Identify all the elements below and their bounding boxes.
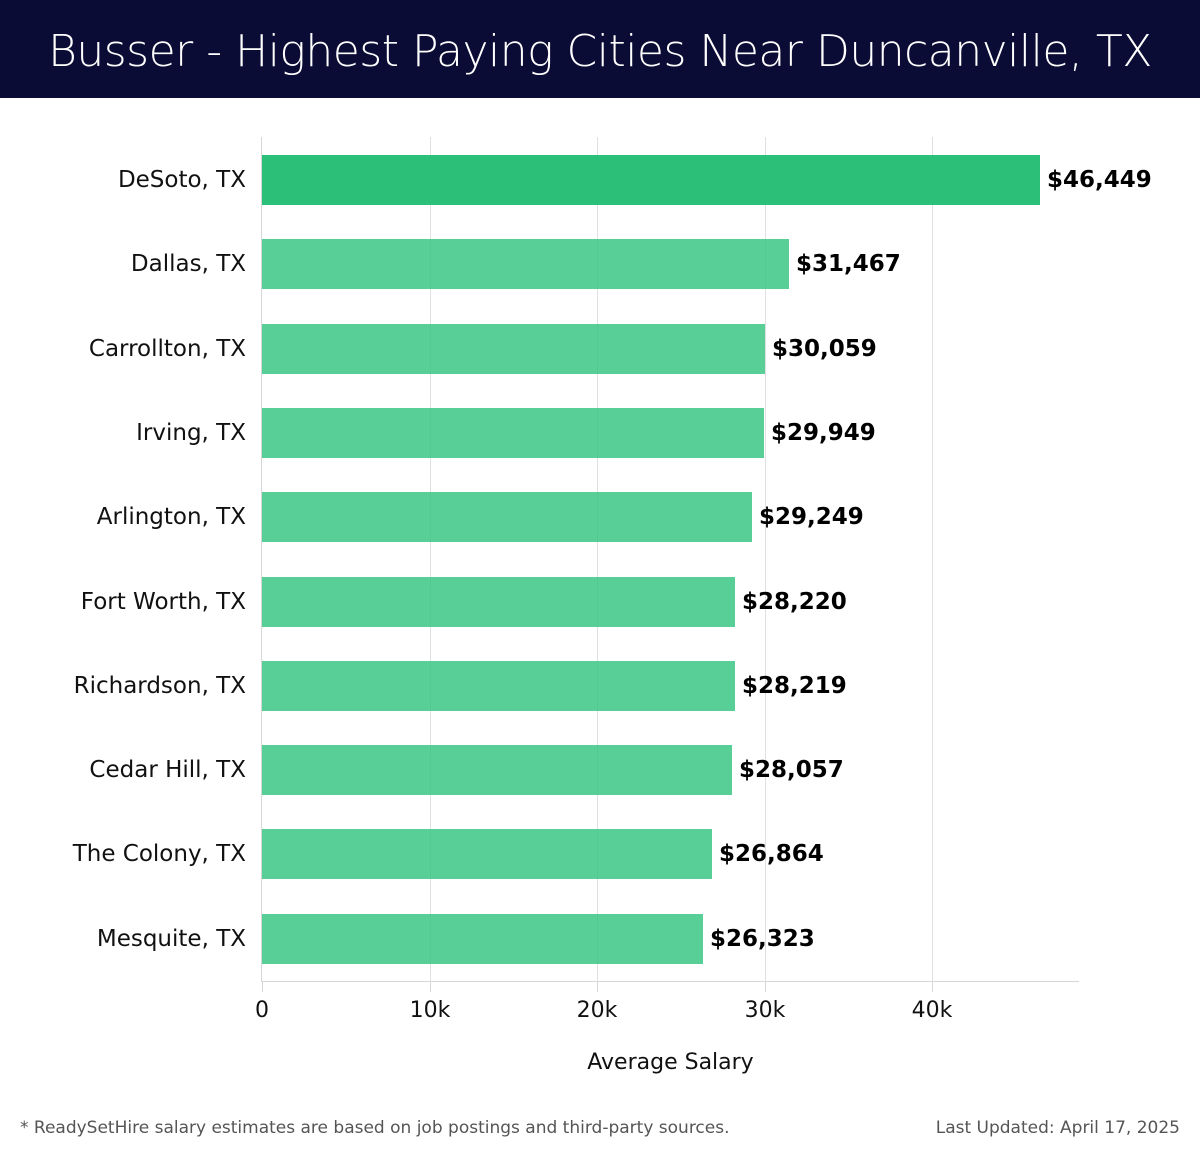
category-label: Fort Worth, TX: [80, 589, 246, 615]
bar: [262, 239, 789, 289]
category-label: Irving, TX: [136, 420, 246, 446]
category-label: Arlington, TX: [96, 504, 246, 530]
category-label: Carrollton, TX: [88, 336, 246, 362]
x-tick-mark: [597, 982, 598, 992]
x-tick-label: 0: [255, 998, 269, 1023]
x-tick-mark: [262, 982, 263, 992]
last-updated: Last Updated: April 17, 2025: [935, 1118, 1180, 1138]
value-label: $28,057: [739, 757, 844, 783]
x-tick-mark: [932, 982, 933, 992]
x-tick-mark: [430, 982, 431, 992]
x-axis-line: [262, 981, 1079, 982]
value-label: $29,249: [759, 504, 864, 530]
category-label: Cedar Hill, TX: [89, 757, 246, 783]
value-label: $30,059: [772, 336, 877, 362]
bar: [262, 829, 712, 879]
chart-title: Busser - Highest Paying Cities Near Dunc…: [48, 26, 1152, 77]
bar: [262, 324, 765, 374]
value-label: $28,219: [742, 673, 847, 699]
value-label: $26,864: [719, 841, 824, 867]
x-tick-mark: [765, 982, 766, 992]
y-axis-line: [261, 137, 262, 982]
title-banner: Busser - Highest Paying Cities Near Dunc…: [0, 0, 1200, 98]
bar: [262, 492, 752, 542]
category-label: Mesquite, TX: [96, 926, 246, 952]
category-label: DeSoto, TX: [117, 167, 246, 193]
value-label: $26,323: [710, 926, 815, 952]
bar: [262, 577, 735, 627]
x-tick-label: 30k: [744, 998, 786, 1023]
category-label: The Colony, TX: [72, 841, 246, 867]
gridline: [765, 137, 766, 982]
bar: [262, 155, 1040, 205]
value-label: $31,467: [796, 251, 901, 277]
x-tick-label: 40k: [911, 998, 953, 1023]
x-axis-title: Average Salary: [587, 1050, 754, 1075]
value-label: $29,949: [771, 420, 876, 446]
value-label: $28,220: [742, 589, 847, 615]
value-label: $46,449: [1047, 167, 1152, 193]
bar: [262, 745, 732, 795]
category-label: Richardson, TX: [73, 673, 246, 699]
bar: [262, 408, 764, 458]
gridline: [597, 137, 598, 982]
gridline: [932, 137, 933, 982]
gridline: [430, 137, 431, 982]
x-tick-label: 10k: [409, 998, 451, 1023]
x-tick-label: 20k: [576, 998, 618, 1023]
bar: [262, 661, 735, 711]
bar: [262, 914, 703, 964]
category-label: Dallas, TX: [130, 251, 246, 277]
footnote: * ReadySetHire salary estimates are base…: [20, 1118, 730, 1138]
